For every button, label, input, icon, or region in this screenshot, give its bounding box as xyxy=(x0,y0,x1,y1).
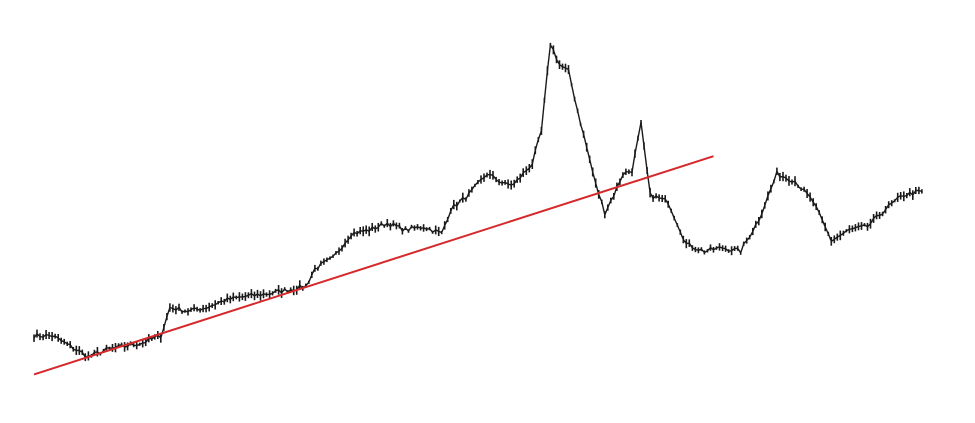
trendline xyxy=(33,155,714,376)
plot-area xyxy=(33,42,923,376)
price-line xyxy=(33,44,923,358)
price-bars xyxy=(33,42,923,362)
